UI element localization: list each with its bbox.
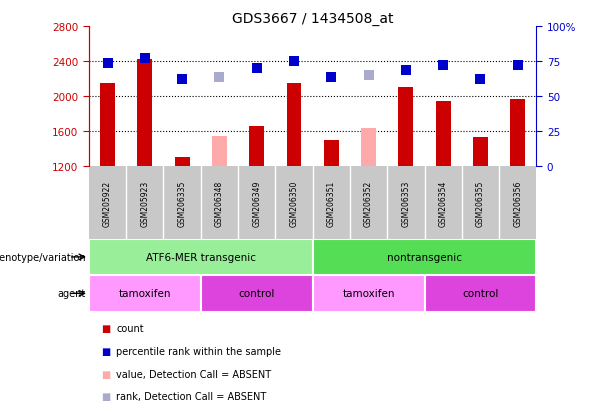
Bar	[286, 84, 302, 167]
Text: control: control	[238, 289, 275, 299]
Text: tamoxifen: tamoxifen	[118, 289, 171, 299]
Text: ■: ■	[101, 392, 110, 401]
Text: GSM206352: GSM206352	[364, 180, 373, 226]
Title: GDS3667 / 1434508_at: GDS3667 / 1434508_at	[232, 12, 394, 26]
Point	[140, 56, 150, 62]
Text: GSM206349: GSM206349	[252, 180, 261, 226]
Text: ■: ■	[101, 346, 110, 356]
Bar	[89, 275, 201, 312]
Bar	[313, 239, 536, 275]
Bar	[100, 84, 115, 167]
Text: GSM206348: GSM206348	[215, 180, 224, 226]
Bar	[89, 239, 313, 275]
Text: GSM206350: GSM206350	[289, 180, 299, 226]
Point	[364, 73, 373, 79]
Text: agent: agent	[58, 289, 86, 299]
Text: GSM206335: GSM206335	[178, 180, 186, 226]
Text: rank, Detection Call = ABSENT: rank, Detection Call = ABSENT	[116, 392, 267, 401]
Text: GSM205922: GSM205922	[103, 180, 112, 226]
Text: percentile rank within the sample: percentile rank within the sample	[116, 346, 281, 356]
Point	[326, 74, 336, 81]
Bar	[424, 275, 536, 312]
Bar	[212, 137, 227, 167]
Point	[177, 76, 187, 83]
Text: GSM206351: GSM206351	[327, 180, 336, 226]
Point	[289, 59, 299, 65]
Bar	[313, 275, 424, 312]
Point	[476, 76, 485, 83]
Point	[252, 66, 262, 72]
Bar	[361, 128, 376, 167]
Text: GSM206355: GSM206355	[476, 180, 485, 226]
Point	[513, 63, 523, 69]
Text: GSM206354: GSM206354	[439, 180, 447, 226]
Text: ■: ■	[101, 369, 110, 379]
Point	[438, 63, 448, 69]
Text: GSM206356: GSM206356	[513, 180, 522, 226]
Text: GSM206353: GSM206353	[402, 180, 410, 226]
Bar	[398, 88, 413, 167]
Point	[215, 74, 224, 81]
Bar	[201, 275, 313, 312]
Bar	[473, 138, 488, 167]
Bar	[436, 102, 451, 167]
Text: count: count	[116, 323, 144, 333]
Text: ■: ■	[101, 323, 110, 333]
Point	[401, 67, 411, 74]
Bar	[249, 127, 264, 167]
Text: tamoxifen: tamoxifen	[342, 289, 395, 299]
Text: GSM205923: GSM205923	[140, 180, 150, 226]
Text: genotype/variation: genotype/variation	[0, 252, 86, 262]
Text: nontransgenic: nontransgenic	[387, 252, 462, 262]
Bar	[324, 140, 339, 167]
Bar	[137, 60, 152, 167]
Text: control: control	[462, 289, 498, 299]
Bar	[510, 100, 525, 167]
Point	[102, 60, 112, 67]
Text: value, Detection Call = ABSENT: value, Detection Call = ABSENT	[116, 369, 272, 379]
Text: ATF6-MER transgenic: ATF6-MER transgenic	[146, 252, 256, 262]
Bar	[175, 157, 189, 167]
